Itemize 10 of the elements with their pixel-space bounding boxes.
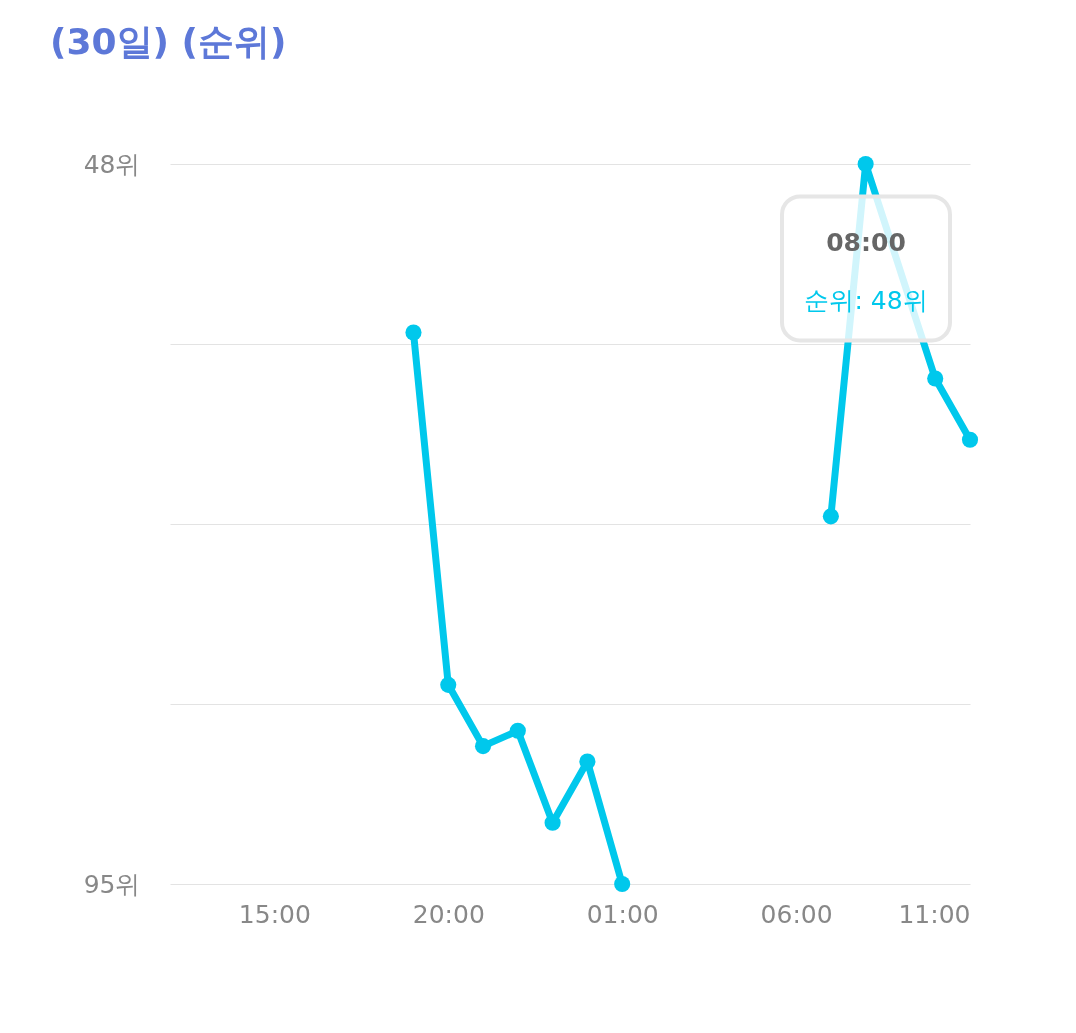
x-tick-label: 01:00 (586, 899, 659, 929)
annotation: 순위: 48위 (804, 285, 928, 315)
x-tick-label: 06:00 (760, 899, 833, 929)
x-tick-label: 20:00 (412, 899, 485, 929)
x-tick-label: 15:00 (238, 899, 311, 929)
annotation: 08:00 (826, 228, 906, 258)
y-tick-label: 48위 (83, 149, 141, 179)
x-tick-label: 11:00 (898, 899, 971, 929)
chart-title: (30일) (순위) (50, 21, 287, 62)
y-tick-label: 95위 (83, 869, 141, 899)
